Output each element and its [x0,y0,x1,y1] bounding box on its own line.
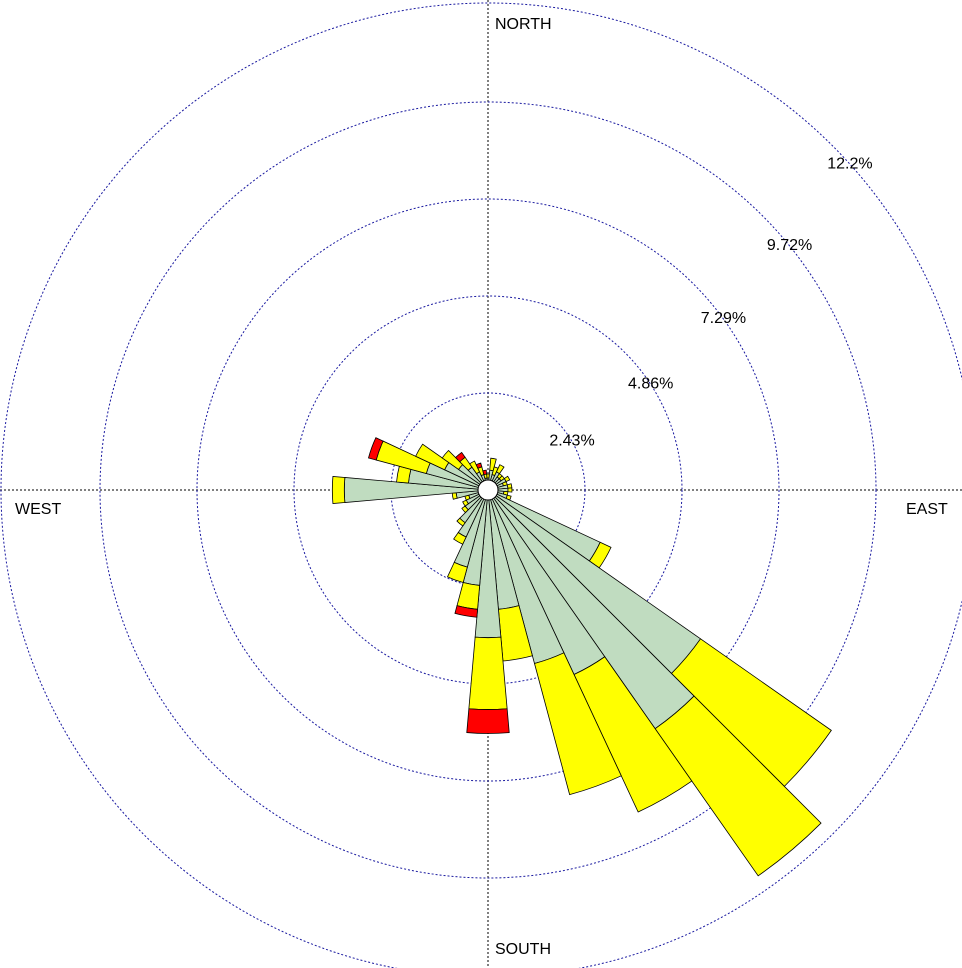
rose-segment [456,582,481,610]
rose-segment [454,605,478,618]
rose-segment [469,460,481,475]
rose-segment [489,457,497,472]
rose-segment [456,517,466,527]
rose-segment [466,708,510,734]
rose-segment [468,636,508,710]
grid-ring [99,101,877,879]
r-tick-label: 12.2% [827,155,872,172]
r-tick-label: 4.86% [628,376,673,393]
direction-label: SOUTH [495,941,551,958]
rose-segment [507,487,513,493]
rose-segment [654,695,822,877]
rose-segment [461,505,469,514]
rose-segment [451,492,458,500]
rose-segment [475,462,483,469]
rose-segment [482,469,488,476]
rose-segment [453,531,467,545]
r-tick-label: 2.43% [549,433,594,450]
rose-segment [462,499,469,507]
rose-segment [495,464,505,475]
r-tick-label: 9.72% [767,237,812,254]
r-tick-label: 7.29% [701,310,746,327]
rose-segment [446,561,468,584]
center-hole [477,479,499,501]
rose-segment [534,652,622,796]
rose-segment [331,475,346,505]
direction-label: EAST [906,501,948,518]
rose-segment [415,443,450,471]
rose-segment [503,475,511,483]
direction-label: NORTH [495,16,552,33]
grid-ring [196,198,780,782]
direction-label: WEST [15,501,61,518]
rose-segment [367,437,384,461]
rose-segment [441,449,464,470]
rose-segment [454,451,466,463]
rose-segment [573,656,693,813]
